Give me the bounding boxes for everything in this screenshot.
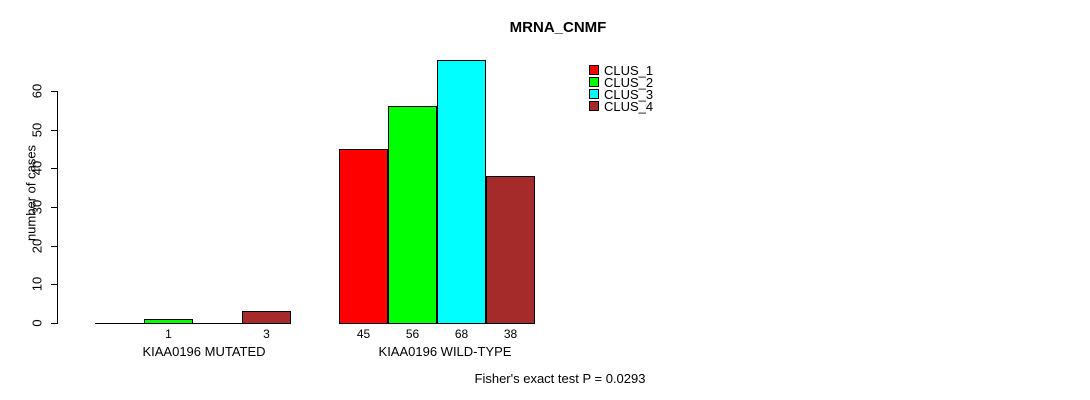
legend-swatch: [589, 77, 599, 87]
group-label-mutated: KIAA0196 MUTATED: [142, 344, 266, 359]
bar-value-label: 68: [454, 327, 469, 341]
zero-bar-baseline: [193, 323, 242, 324]
y-tick-mark: [51, 323, 58, 324]
bar-clus_2: [144, 319, 193, 324]
chart-title: MRNA_CNMF: [509, 19, 607, 36]
zero-bar-baseline: [95, 323, 144, 324]
bar-value-label: 3: [263, 327, 270, 341]
bar-clus_4: [242, 311, 291, 324]
bar-clus_1: [339, 149, 388, 324]
bar-clus_2: [388, 106, 437, 324]
legend-label: CLUS_3: [604, 86, 654, 102]
y-tick-mark: [51, 284, 58, 285]
y-tick-label: 20: [29, 238, 45, 254]
statistical-test-annotation: Fisher's exact test P = 0.0293: [474, 371, 646, 386]
y-axis-title: number of cases: [23, 144, 39, 242]
y-tick-label: 50: [29, 122, 45, 138]
bar-value-label: 1: [165, 327, 172, 341]
legend-item-clus_1: CLUS_1: [589, 62, 654, 78]
legend-label: CLUS_2: [604, 74, 654, 90]
bar-value-label: 56: [405, 327, 420, 341]
bar-value-label: 38: [503, 327, 518, 341]
legend-item-clus_4: CLUS_4: [589, 98, 654, 114]
legend-label: CLUS_1: [604, 62, 654, 78]
y-tick-label: 0: [29, 319, 45, 327]
group-label-wild-type: KIAA0196 WILD-TYPE: [378, 344, 512, 359]
legend-label: CLUS_4: [604, 98, 654, 114]
bar-value-label: 45: [356, 327, 371, 341]
y-tick-label: 30: [29, 199, 45, 215]
y-tick-label: 40: [29, 160, 45, 176]
bar-clus_3: [437, 60, 486, 324]
bar-clus_4: [486, 176, 535, 324]
y-tick-mark: [51, 168, 58, 169]
legend-swatch: [589, 89, 599, 99]
legend: CLUS_1 CLUS_2 CLUS_3 CLUS_4: [589, 62, 654, 114]
legend-item-clus_3: CLUS_3: [589, 86, 654, 102]
y-tick-mark: [51, 207, 58, 208]
y-tick-mark: [51, 246, 58, 247]
legend-swatch: [589, 65, 599, 75]
legend-swatch: [589, 101, 599, 111]
y-tick-mark: [51, 91, 58, 92]
y-tick-mark: [51, 130, 58, 131]
y-tick-label: 10: [29, 276, 45, 292]
legend-item-clus_2: CLUS_2: [589, 74, 654, 90]
y-tick-label: 60: [29, 83, 45, 99]
